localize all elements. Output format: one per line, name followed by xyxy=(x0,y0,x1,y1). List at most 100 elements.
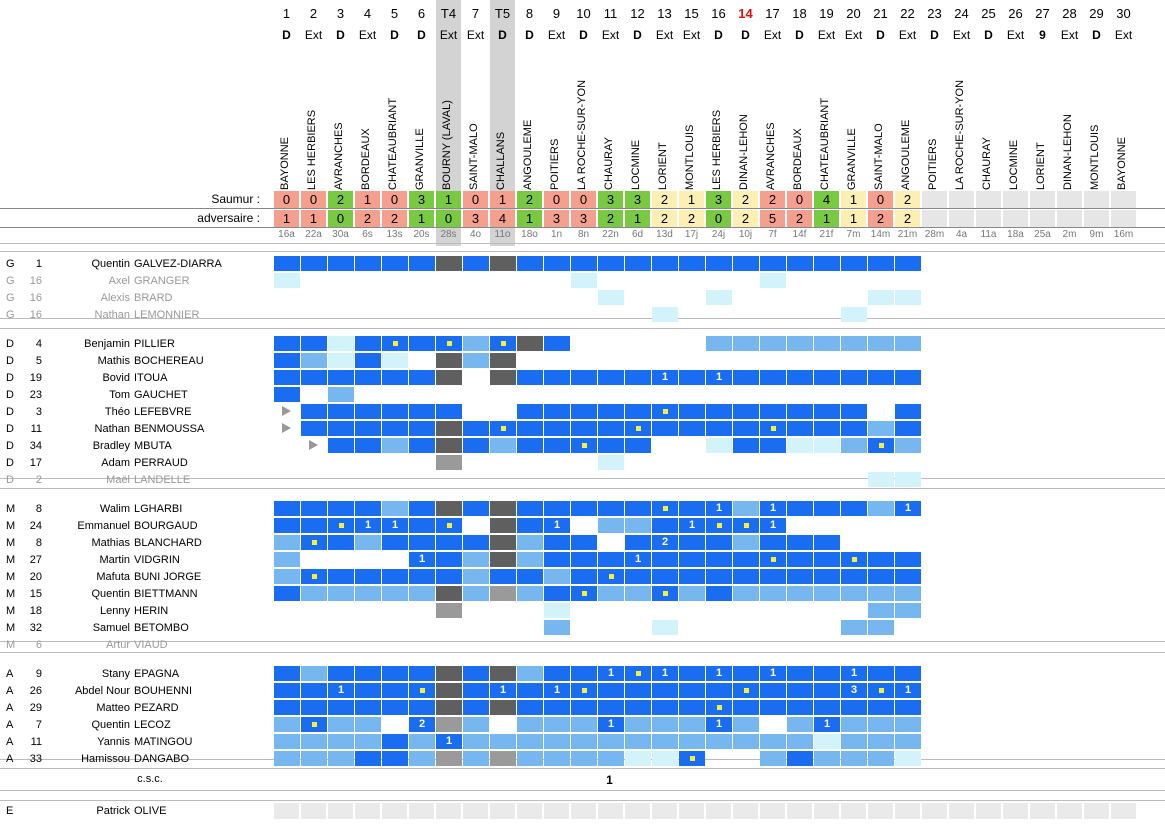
venue-label: Ext xyxy=(439,28,458,42)
venue-label: D xyxy=(633,28,642,42)
match-cell xyxy=(895,717,921,732)
coach-cell xyxy=(841,803,866,819)
goals-count: 1 xyxy=(715,371,723,383)
match-cell xyxy=(625,404,651,419)
opponent-label: CHATEAUBRIANT xyxy=(819,97,831,190)
match-cell xyxy=(895,404,921,419)
opponent-score: 0 xyxy=(328,210,353,227)
match-cell xyxy=(301,256,327,271)
player-first-name: Tom xyxy=(109,389,130,401)
match-cell xyxy=(301,734,327,749)
match-cell xyxy=(868,290,894,305)
match-cell xyxy=(517,336,543,351)
player-last-name: LEMONNIER xyxy=(134,309,200,321)
round-number: 7 xyxy=(471,6,480,21)
match-cell xyxy=(274,552,300,567)
match-cell xyxy=(679,256,705,271)
coach-cell xyxy=(301,803,326,819)
player-first-name: Mafuta xyxy=(96,571,130,583)
match-date: 11a xyxy=(980,229,997,240)
match-cell xyxy=(787,535,813,550)
match-cell xyxy=(301,751,327,766)
match-cell xyxy=(814,421,840,436)
player-row: M 20 Mafuta BUNI JORGE xyxy=(0,569,1165,586)
team-score: 2 xyxy=(733,191,758,208)
match-cell xyxy=(517,421,543,436)
match-cell xyxy=(625,501,651,516)
team-score xyxy=(1003,191,1028,208)
player-last-name: HERIN xyxy=(134,605,169,617)
player-position: A xyxy=(6,702,14,714)
match-cell xyxy=(895,370,921,385)
venue-label: 9 xyxy=(1039,28,1046,42)
match-cell xyxy=(679,421,705,436)
player-first-name: Yannis xyxy=(97,736,130,748)
player-first-name: Théo xyxy=(104,406,130,418)
player-number: 16 xyxy=(29,275,42,287)
match-cell xyxy=(841,256,867,271)
match-cell xyxy=(787,501,813,516)
player-number: 23 xyxy=(29,389,42,401)
player-number: 6 xyxy=(35,639,42,651)
match-cell xyxy=(868,603,894,618)
goals-count: 1 xyxy=(823,718,831,730)
match-cell xyxy=(436,336,462,351)
team-score: 4 xyxy=(814,191,839,208)
match-cell xyxy=(652,683,678,698)
match-cell xyxy=(733,569,759,584)
match-date: 16a xyxy=(278,229,295,240)
opponent-label: AVRANCHES xyxy=(765,122,777,190)
match-cell xyxy=(544,586,570,601)
match-cell xyxy=(787,421,813,436)
opponent-label: BAYONNE xyxy=(1116,137,1128,190)
opponent-label: CHAURAY xyxy=(981,137,993,190)
match-cell xyxy=(598,438,624,453)
match-date: 30a xyxy=(332,229,349,240)
match-cell xyxy=(436,404,462,419)
match-cell xyxy=(463,501,489,516)
match-date: 7m xyxy=(846,229,861,240)
match-cell xyxy=(652,501,678,516)
match-cell xyxy=(895,666,921,681)
match-cell xyxy=(652,717,678,732)
match-cell xyxy=(571,438,597,453)
match-cell xyxy=(409,569,435,584)
divider-line xyxy=(0,318,1165,319)
goals-count: 1 xyxy=(391,519,399,531)
match-date: 28m xyxy=(924,229,945,240)
match-cell xyxy=(679,404,705,419)
match-cell xyxy=(787,751,813,766)
match-cell xyxy=(625,586,651,601)
match-cell xyxy=(355,666,381,681)
venue-label: D xyxy=(579,28,588,42)
player-position: M xyxy=(6,537,16,549)
coach-cell xyxy=(895,803,920,819)
round-number: 19 xyxy=(819,6,834,21)
opponent-label: CHALLANS xyxy=(495,131,507,190)
match-cell xyxy=(868,569,894,584)
round-number: 28 xyxy=(1062,6,1077,21)
match-cell xyxy=(355,256,381,271)
match-cell xyxy=(571,256,597,271)
player-last-name: EPAGNA xyxy=(134,668,180,680)
player-number: 1 xyxy=(35,258,42,270)
player-row: M 24 Emmanuel BOURGAUD 1 1 1 1 1 xyxy=(0,518,1165,535)
opponent-label: DINAN-LEHON xyxy=(738,114,750,190)
player-position: M xyxy=(6,639,16,651)
match-cell xyxy=(679,717,705,732)
player-row: D 11 Nathan BENMOUSSA xyxy=(0,421,1165,438)
match-cell xyxy=(598,569,624,584)
coach-cell xyxy=(328,803,353,819)
opponent-label: LOCMINE xyxy=(1008,139,1020,190)
match-cell: 1 xyxy=(598,717,624,732)
opponent-score: 1 xyxy=(814,210,839,227)
divider-line xyxy=(0,488,1165,489)
match-cell xyxy=(679,666,705,681)
match-cell xyxy=(652,404,678,419)
divider-line xyxy=(0,652,1165,653)
match-cell xyxy=(571,370,597,385)
match-cell xyxy=(355,438,381,453)
match-cell xyxy=(706,438,732,453)
player-last-name: MATINGOU xyxy=(134,736,193,748)
match-cell xyxy=(733,734,759,749)
